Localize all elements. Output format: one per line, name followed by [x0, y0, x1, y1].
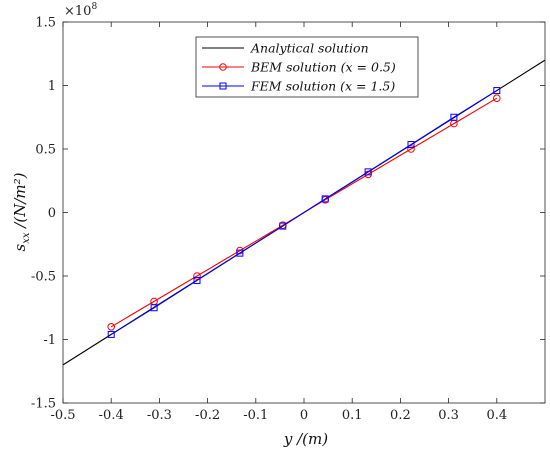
x-tick-label: -0.4 — [99, 408, 124, 423]
series-layer — [62, 59, 546, 366]
data-point — [407, 141, 415, 149]
x-tick-label: -0.1 — [243, 408, 268, 423]
x-tick-label: -0.5 — [50, 408, 75, 423]
data-point — [493, 94, 501, 102]
legend: Analytical solution BEM solution (x = 0.5… — [195, 36, 419, 98]
data-point — [236, 249, 244, 257]
x-tick-label: 0.3 — [438, 408, 459, 423]
legend-label: BEM solution (x = 0.5) — [250, 60, 396, 75]
data-point — [193, 276, 201, 284]
data-point — [107, 330, 115, 338]
data-point — [407, 145, 415, 153]
series-line-3 — [110, 90, 498, 335]
labels-layer: y /(m) ×108 sxx /(N/m²) — [11, 2, 328, 448]
y-tick-label: -1 — [43, 333, 56, 348]
x-tick-label: -0.2 — [195, 408, 220, 423]
data-point — [279, 222, 287, 230]
x-tick-label: 0.4 — [486, 408, 507, 423]
x-axis-label: y /(m) — [283, 430, 328, 448]
x-tick-label: -0.3 — [147, 408, 172, 423]
legend-label: Analytical solution — [250, 41, 369, 56]
data-point — [450, 113, 458, 121]
y-tick-label: 0 — [48, 206, 56, 221]
data-point — [107, 323, 115, 331]
data-point — [493, 87, 501, 95]
axes-layer: -0.5 -0.4 -0.3 -0.2 -0.1 0 0.1 0.2 0.3 0.4 -1.5 -1 -… — [31, 16, 546, 423]
x-tick-label: 0 — [300, 408, 308, 423]
data-point — [364, 168, 372, 176]
x-tick-label: 0.2 — [390, 408, 411, 423]
legend-marker — [219, 63, 227, 71]
y-tick-label: -0.5 — [31, 270, 56, 285]
y-tick-label: 0.5 — [35, 143, 56, 158]
data-point — [321, 195, 329, 203]
series-3 — [107, 87, 501, 338]
y-tick-label: 1.5 — [35, 16, 56, 31]
x-tick-label: 0.1 — [342, 408, 363, 423]
legend-entry: FEM solution (x = 1.5) — [202, 79, 395, 94]
legend-entry: BEM solution (x = 0.5) — [202, 60, 396, 75]
data-point — [193, 272, 201, 280]
y-tick-label: -1.5 — [31, 397, 56, 412]
legend-marker — [219, 82, 227, 90]
y-axis-label: sxx /(N/m²) — [11, 172, 32, 251]
y-tick-label: 1 — [48, 79, 56, 94]
legend-entry: Analytical solution — [202, 41, 369, 56]
legend-label: FEM solution (x = 1.5) — [250, 79, 395, 94]
data-point — [150, 304, 158, 312]
y-exponent-label: ×108 — [64, 2, 97, 19]
